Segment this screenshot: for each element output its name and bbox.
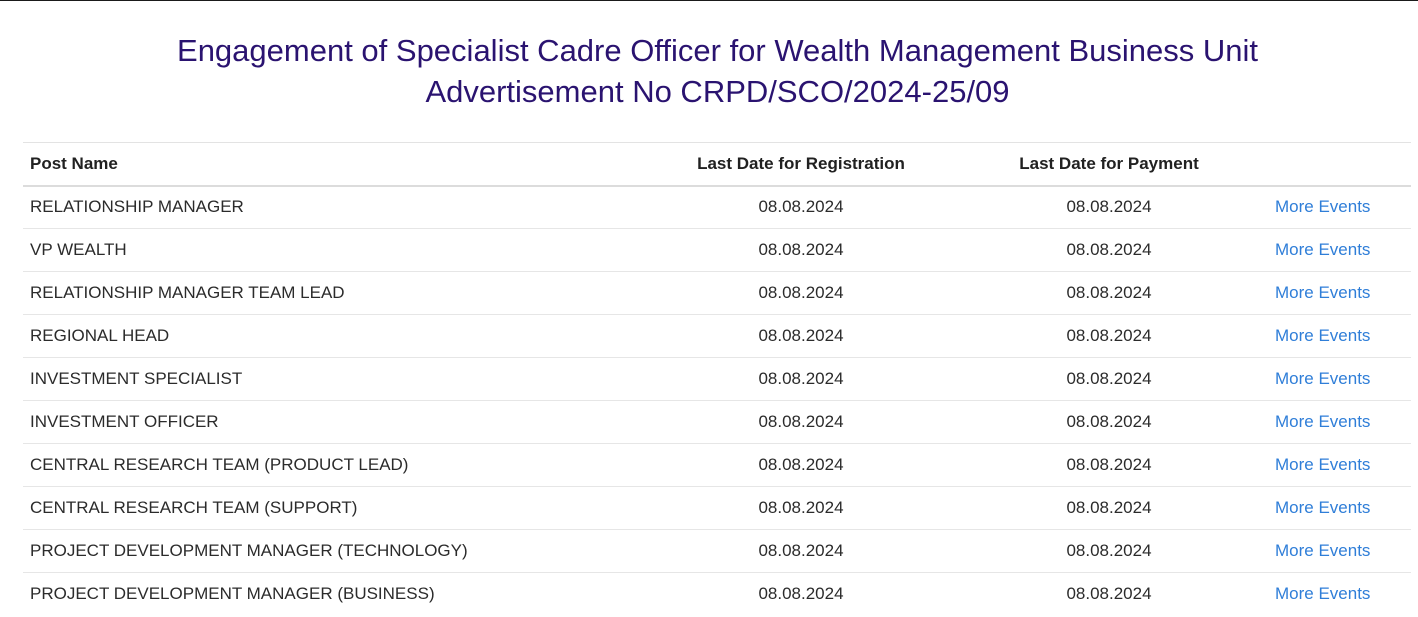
table-row: CENTRAL RESEARCH TEAM (PRODUCT LEAD) 08.… xyxy=(23,444,1411,487)
table-row: REGIONAL HEAD 08.08.2024 08.08.2024 More… xyxy=(23,315,1411,358)
actions-cell: More Events xyxy=(1239,530,1411,573)
actions-cell: More Events xyxy=(1239,487,1411,530)
payment-date-cell: 08.08.2024 xyxy=(1066,326,1152,345)
page-title-line-1: Engagement of Specialist Cadre Officer f… xyxy=(177,33,1258,68)
table-row: RELATIONSHIP MANAGER 08.08.2024 08.08.20… xyxy=(23,186,1411,229)
payment-date-cell: 08.08.2024 xyxy=(1066,197,1152,217)
more-events-link[interactable]: More Events xyxy=(1275,455,1371,474)
advertisement-number: Advertisement No CRPD/SCO/2024-25/09 xyxy=(425,74,1010,109)
table-row: PROJECT DEVELOPMENT MANAGER (TECHNOLOGY)… xyxy=(23,530,1411,573)
post-name-cell: RELATIONSHIP MANAGER TEAM LEAD xyxy=(30,283,345,302)
post-name-cell: VP WEALTH xyxy=(30,240,127,259)
more-events-link[interactable]: More Events xyxy=(1275,584,1371,604)
registration-date-cell: 08.08.2024 xyxy=(758,412,844,431)
actions-cell: More Events xyxy=(1239,229,1411,272)
registration-date-cell: 08.08.2024 xyxy=(758,498,844,517)
more-events-link[interactable]: More Events xyxy=(1275,283,1371,302)
registration-date-cell: 08.08.2024 xyxy=(758,283,844,302)
registration-date-cell: 08.08.2024 xyxy=(758,584,844,604)
payment-date-cell: 08.08.2024 xyxy=(1066,584,1152,604)
more-events-link[interactable]: More Events xyxy=(1275,197,1371,217)
table-row: CENTRAL RESEARCH TEAM (SUPPORT) 08.08.20… xyxy=(23,487,1411,530)
payment-date-cell: 08.08.2024 xyxy=(1066,541,1152,560)
header-post-name: Post Name xyxy=(30,153,118,173)
actions-cell: More Events xyxy=(1239,401,1411,444)
table-row: VP WEALTH 08.08.2024 08.08.2024 More Eve… xyxy=(23,229,1411,272)
post-name-cell: REGIONAL HEAD xyxy=(30,326,170,345)
actions-cell: More Events xyxy=(1239,186,1411,229)
actions-cell: More Events xyxy=(1239,573,1411,616)
header-last-date-registration: Last Date for Registration xyxy=(697,153,905,173)
table-row: INVESTMENT OFFICER 08.08.2024 08.08.2024… xyxy=(23,401,1411,444)
more-events-link[interactable]: More Events xyxy=(1275,240,1371,259)
payment-date-cell: 08.08.2024 xyxy=(1066,369,1152,388)
payment-date-cell: 08.08.2024 xyxy=(1066,455,1152,474)
actions-cell: More Events xyxy=(1239,358,1411,401)
actions-cell: More Events xyxy=(1239,272,1411,315)
table-body: RELATIONSHIP MANAGER 08.08.2024 08.08.20… xyxy=(23,186,1411,616)
actions-cell: More Events xyxy=(1239,444,1411,487)
post-name-cell: INVESTMENT OFFICER xyxy=(30,412,219,431)
more-events-link[interactable]: More Events xyxy=(1275,541,1371,560)
post-name-cell: CENTRAL RESEARCH TEAM (PRODUCT LEAD) xyxy=(30,455,409,474)
payment-date-cell: 08.08.2024 xyxy=(1066,283,1152,302)
registration-date-cell: 08.08.2024 xyxy=(758,240,844,259)
posts-table: Post Name Last Date for Registration Las… xyxy=(23,142,1411,616)
table-row: PROJECT DEVELOPMENT MANAGER (BUSINESS) 0… xyxy=(23,573,1411,616)
top-border-rule xyxy=(0,0,1418,1)
post-name-cell: PROJECT DEVELOPMENT MANAGER (BUSINESS) xyxy=(30,584,435,604)
header-last-date-payment: Last Date for Payment xyxy=(1019,153,1199,173)
post-name-cell: CENTRAL RESEARCH TEAM (SUPPORT) xyxy=(30,498,358,517)
post-name-cell: RELATIONSHIP MANAGER xyxy=(30,197,244,217)
header-actions xyxy=(1239,143,1411,186)
registration-date-cell: 08.08.2024 xyxy=(758,455,844,474)
table-header: Post Name Last Date for Registration Las… xyxy=(23,142,1411,186)
payment-date-cell: 08.08.2024 xyxy=(1066,240,1152,259)
registration-date-cell: 08.08.2024 xyxy=(758,541,844,560)
more-events-link[interactable]: More Events xyxy=(1275,498,1371,517)
registration-date-cell: 08.08.2024 xyxy=(758,197,844,217)
table-row: INVESTMENT SPECIALIST 08.08.2024 08.08.2… xyxy=(23,358,1411,401)
page-title: Engagement of Specialist Cadre Officer f… xyxy=(0,30,1418,112)
table-header-row: Post Name Last Date for Registration Las… xyxy=(23,142,1411,186)
post-name-cell: INVESTMENT SPECIALIST xyxy=(30,369,243,388)
registration-date-cell: 08.08.2024 xyxy=(758,369,844,388)
more-events-link[interactable]: More Events xyxy=(1275,412,1371,431)
registration-date-cell: 08.08.2024 xyxy=(758,326,844,345)
payment-date-cell: 08.08.2024 xyxy=(1066,412,1152,431)
more-events-link[interactable]: More Events xyxy=(1275,369,1371,388)
post-name-cell: PROJECT DEVELOPMENT MANAGER (TECHNOLOGY) xyxy=(30,541,468,560)
more-events-link[interactable]: More Events xyxy=(1275,326,1371,345)
table-row: RELATIONSHIP MANAGER TEAM LEAD 08.08.202… xyxy=(23,272,1411,315)
payment-date-cell: 08.08.2024 xyxy=(1066,498,1152,517)
actions-cell: More Events xyxy=(1239,315,1411,358)
